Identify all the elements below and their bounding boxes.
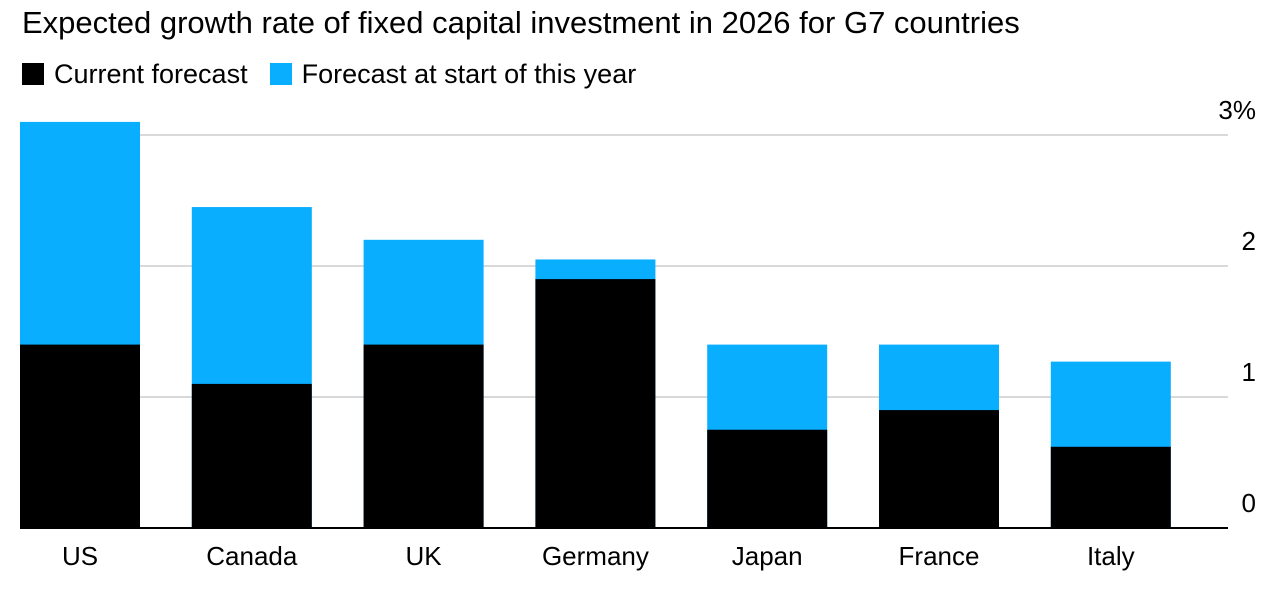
x-category-label: Canada xyxy=(206,541,298,571)
legend-item-current: Current forecast xyxy=(22,58,248,90)
chart-title: Expected growth rate of fixed capital in… xyxy=(22,5,1020,40)
legend-label-current: Current forecast xyxy=(54,59,248,89)
bars xyxy=(20,121,1171,529)
x-axis-categories: US Canada UK Germany Japan France Italy xyxy=(62,541,1135,571)
bar-current-forecast xyxy=(879,410,999,528)
y-axis-ticks: 0 1 2 3% xyxy=(1218,95,1256,518)
legend-label-start: Forecast at start of this year xyxy=(301,59,637,89)
bar-current-forecast xyxy=(707,429,828,528)
y-tick-label: 2 xyxy=(1242,226,1256,256)
bar-current-forecast xyxy=(1050,446,1171,528)
legend: Current forecast Forecast at start of th… xyxy=(22,58,658,90)
y-tick-label: 3% xyxy=(1218,95,1256,125)
x-category-label: Germany xyxy=(542,541,649,571)
legend-item-start: Forecast at start of this year xyxy=(269,58,637,90)
legend-swatch-current xyxy=(22,63,44,85)
x-category-label: Japan xyxy=(732,541,803,571)
bar-current-forecast xyxy=(363,344,484,528)
x-category-label: Italy xyxy=(1087,541,1135,571)
bar-current-forecast xyxy=(20,344,140,528)
y-tick-label: 0 xyxy=(1242,488,1256,518)
x-category-label: US xyxy=(62,541,98,571)
legend-swatch-start xyxy=(269,63,292,85)
x-category-label: UK xyxy=(406,541,443,571)
bar-current-forecast xyxy=(191,383,312,528)
y-tick-label: 1 xyxy=(1242,357,1256,387)
bar-current-forecast xyxy=(535,279,656,528)
x-category-label: France xyxy=(899,541,980,571)
